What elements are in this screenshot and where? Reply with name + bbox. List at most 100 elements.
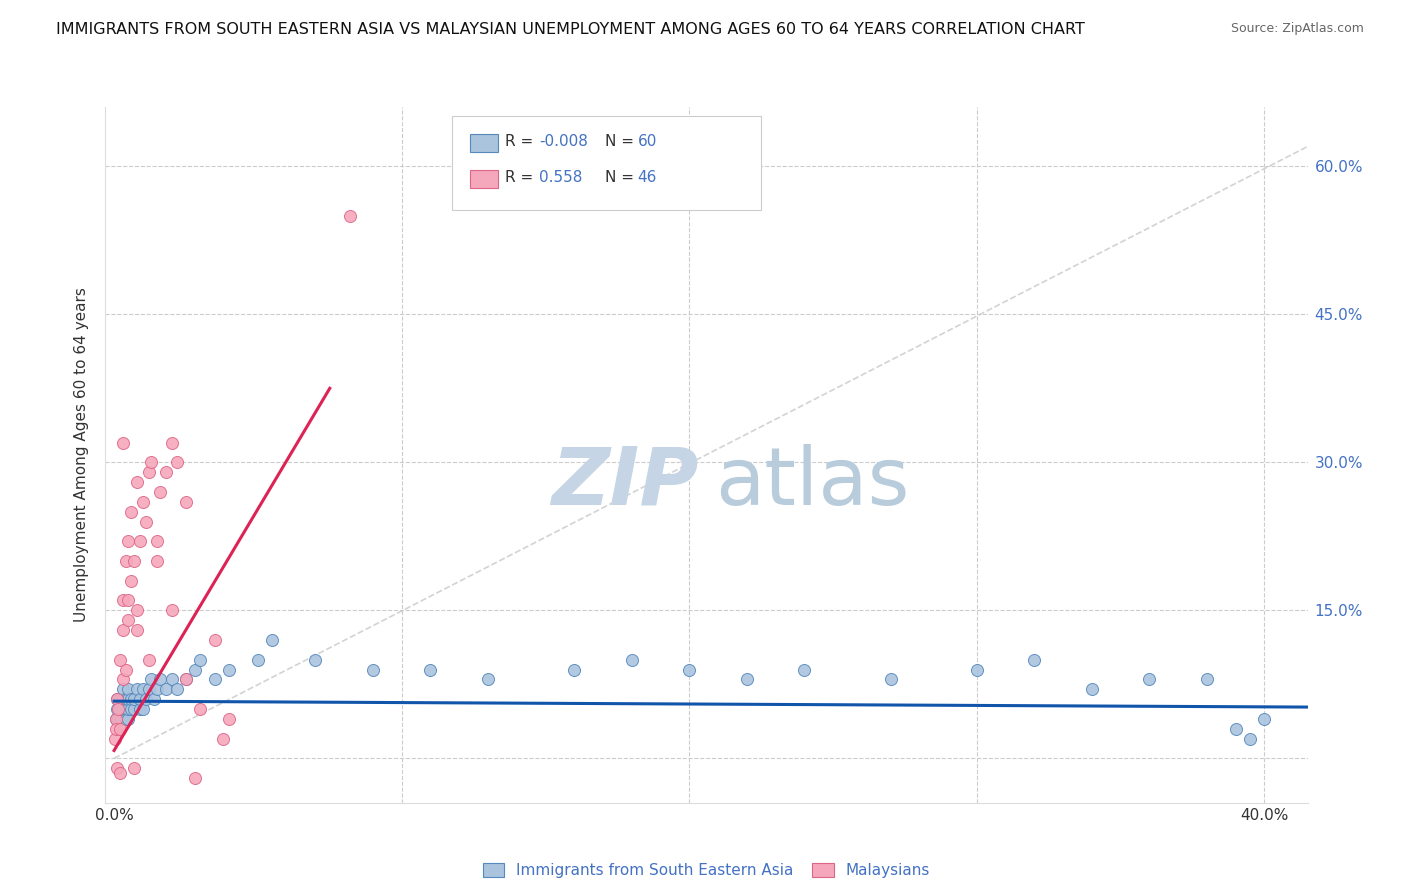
- Point: [105, 761, 128, 775]
- Point: [204, 673, 226, 687]
- Point: [105, 702, 128, 716]
- Point: [111, 673, 134, 687]
- Point: [111, 593, 134, 607]
- Point: [104, 731, 127, 746]
- Point: [114, 712, 136, 726]
- Point: [183, 771, 205, 785]
- Point: [135, 515, 157, 529]
- Point: [111, 623, 134, 637]
- Point: [1239, 731, 1261, 746]
- Point: [122, 702, 145, 716]
- Point: [107, 712, 129, 726]
- Point: [111, 435, 134, 450]
- Point: [114, 663, 136, 677]
- Point: [146, 534, 169, 549]
- Y-axis label: Unemployment Among Ages 60 to 64 years: Unemployment Among Ages 60 to 64 years: [75, 287, 90, 623]
- Point: [1195, 673, 1218, 687]
- Point: [138, 653, 160, 667]
- Point: [620, 653, 643, 667]
- Point: [361, 663, 384, 677]
- Legend: Immigrants from South Eastern Asia, Malaysians: Immigrants from South Eastern Asia, Mala…: [475, 855, 938, 886]
- Point: [114, 692, 136, 706]
- Point: [188, 702, 212, 716]
- Point: [146, 554, 169, 568]
- Point: [117, 702, 139, 716]
- Text: R =: R =: [506, 134, 538, 149]
- Point: [107, 702, 129, 716]
- Point: [111, 692, 134, 706]
- Point: [678, 663, 700, 677]
- Text: 0.558: 0.558: [540, 169, 582, 185]
- Point: [138, 682, 160, 697]
- Point: [127, 682, 149, 697]
- Point: [138, 465, 160, 479]
- Text: N =: N =: [606, 134, 640, 149]
- Point: [117, 613, 139, 627]
- Point: [117, 692, 139, 706]
- Point: [1253, 712, 1275, 726]
- Point: [477, 673, 499, 687]
- Point: [120, 702, 142, 716]
- Point: [735, 673, 758, 687]
- Point: [155, 682, 177, 697]
- Point: [108, 722, 131, 736]
- Point: [122, 554, 145, 568]
- Point: [117, 534, 139, 549]
- Point: [262, 632, 284, 647]
- Point: [304, 653, 326, 667]
- Text: ZIP: ZIP: [551, 443, 699, 522]
- Point: [132, 682, 155, 697]
- Point: [129, 702, 152, 716]
- Point: [122, 761, 145, 775]
- Point: [111, 682, 134, 697]
- Point: [339, 209, 361, 223]
- Point: [120, 692, 142, 706]
- Point: [966, 663, 988, 677]
- Point: [108, 653, 131, 667]
- Point: [105, 722, 128, 736]
- Point: [117, 682, 139, 697]
- Point: [160, 435, 183, 450]
- Point: [246, 653, 269, 667]
- Text: Source: ZipAtlas.com: Source: ZipAtlas.com: [1230, 22, 1364, 36]
- Point: [419, 663, 441, 677]
- Point: [212, 731, 235, 746]
- Text: 46: 46: [638, 169, 657, 185]
- Point: [120, 505, 142, 519]
- Point: [166, 455, 188, 469]
- Point: [218, 663, 240, 677]
- Point: [204, 632, 226, 647]
- Text: IMMIGRANTS FROM SOUTH EASTERN ASIA VS MALAYSIAN UNEMPLOYMENT AMONG AGES 60 TO 64: IMMIGRANTS FROM SOUTH EASTERN ASIA VS MA…: [56, 22, 1085, 37]
- Point: [127, 623, 149, 637]
- Point: [127, 603, 149, 617]
- Point: [114, 702, 136, 716]
- Point: [1225, 722, 1247, 736]
- Point: [1081, 682, 1104, 697]
- Point: [110, 712, 132, 726]
- Point: [879, 673, 901, 687]
- Text: -0.008: -0.008: [540, 134, 588, 149]
- Point: [122, 692, 145, 706]
- Point: [174, 673, 197, 687]
- Point: [143, 692, 166, 706]
- Point: [160, 603, 183, 617]
- Point: [104, 712, 127, 726]
- Point: [120, 574, 142, 588]
- Point: [141, 455, 163, 469]
- Text: atlas: atlas: [714, 443, 910, 522]
- Text: N =: N =: [606, 169, 640, 185]
- Point: [188, 653, 212, 667]
- Point: [174, 673, 197, 687]
- Text: R =: R =: [506, 169, 544, 185]
- Point: [108, 766, 131, 780]
- Point: [793, 663, 815, 677]
- Point: [160, 673, 183, 687]
- Point: [111, 702, 134, 716]
- Point: [141, 673, 163, 687]
- Point: [129, 692, 152, 706]
- Point: [1024, 653, 1046, 667]
- Point: [129, 534, 152, 549]
- Point: [183, 663, 205, 677]
- Text: 60: 60: [638, 134, 657, 149]
- Point: [117, 712, 139, 726]
